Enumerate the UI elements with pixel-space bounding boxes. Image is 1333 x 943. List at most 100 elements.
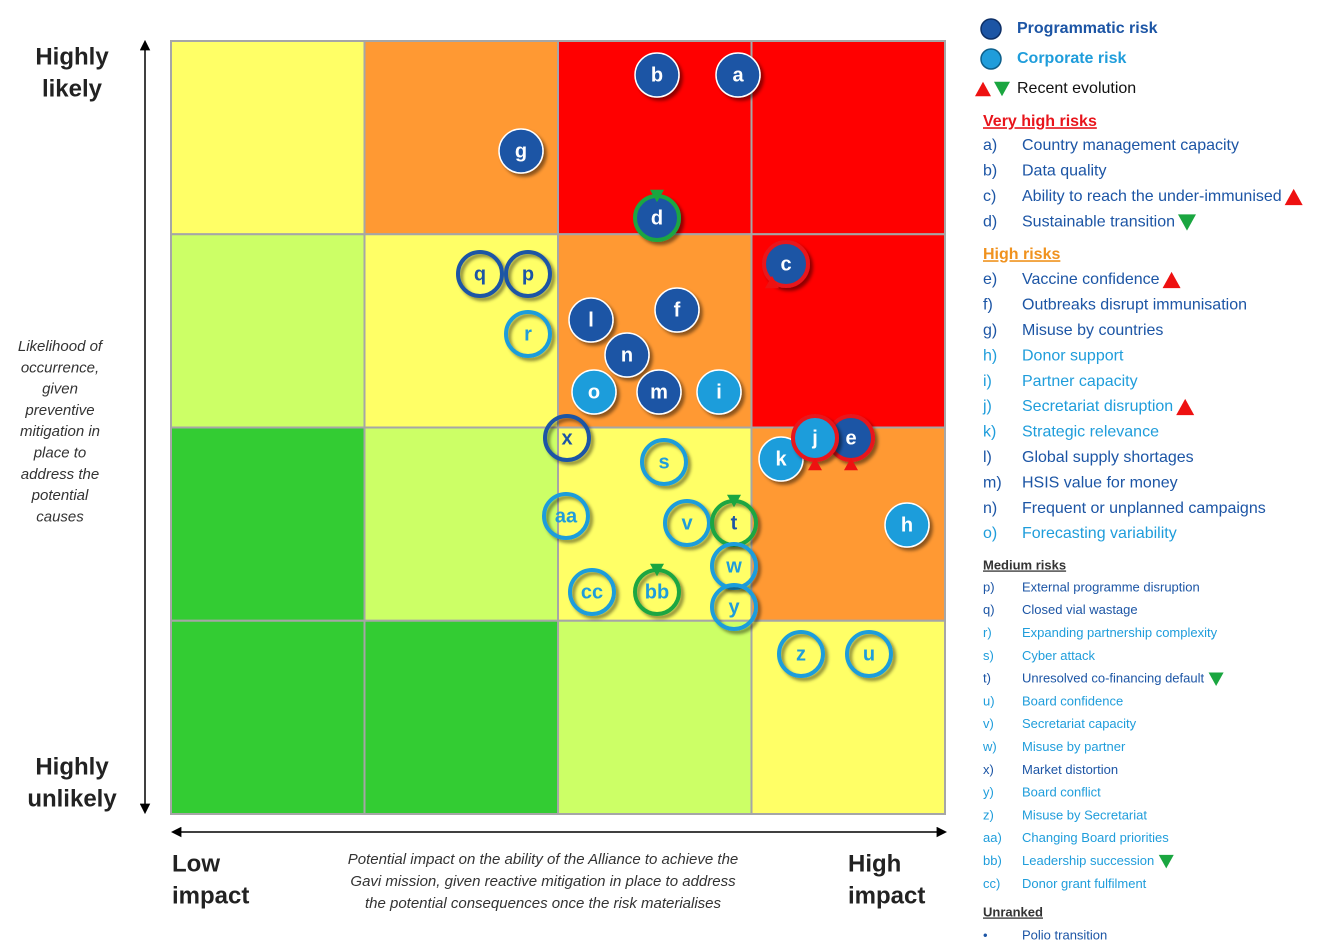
- risk-evolution-arrow: [1162, 271, 1181, 289]
- bubble-circle: [543, 414, 591, 462]
- risk-label: HSIS value for money: [1022, 474, 1178, 491]
- risk-bubble: g: [498, 128, 544, 174]
- risk-key: t): [983, 671, 991, 686]
- y-axis-title: mitigation in: [20, 423, 100, 440]
- risk-key: q): [983, 602, 995, 617]
- x-axis-title: Gavi mission, given reactive mitigation …: [350, 873, 736, 890]
- bubble-label: j: [811, 427, 818, 449]
- section-title: Very high risks: [983, 113, 1097, 130]
- risk-key: m): [983, 474, 1002, 491]
- risk-label: Expanding partnership complexity: [1022, 625, 1218, 640]
- risk-key: i): [983, 373, 992, 390]
- bubble-label: b: [651, 64, 663, 86]
- bubble-label: q: [474, 263, 486, 285]
- legend-programmatic: Programmatic risk: [1017, 20, 1158, 37]
- risk-key: y): [983, 785, 994, 800]
- risk-label: Donor grant fulfilment: [1022, 876, 1147, 891]
- risk-key: u): [983, 693, 995, 708]
- bubble-circle: [710, 542, 758, 590]
- risk-bubble: o: [571, 369, 617, 415]
- bubble-label: v: [681, 512, 693, 534]
- risk-bubble: i: [696, 369, 742, 415]
- legend-corporate: Corporate risk: [1017, 50, 1126, 67]
- matrix-cell: [170, 40, 366, 236]
- risk-label: Closed vial wastage: [1022, 602, 1138, 617]
- risk-evolution-arrow: [1158, 854, 1174, 869]
- risk-bubble: c: [762, 240, 810, 289]
- risk-key: h): [983, 347, 997, 364]
- y-axis-title: address the: [21, 466, 99, 483]
- risk-label: Market distortion: [1022, 762, 1118, 777]
- y-axis-title: Likelihood of: [18, 338, 104, 355]
- risk-key: r): [983, 625, 992, 640]
- risk-bubble: y: [710, 583, 758, 631]
- evolution-arrow: [844, 457, 858, 471]
- bubble-label: y: [728, 596, 740, 618]
- risk-label: Polio transition: [1022, 927, 1107, 942]
- bubble-label: f: [674, 299, 681, 321]
- risk-key: aa): [983, 830, 1002, 845]
- bubble-circle: [640, 438, 688, 486]
- bubble-circle: [762, 240, 810, 288]
- evolution-arrow: [765, 275, 779, 289]
- bubble-circle: [568, 297, 614, 343]
- legend-evolution: Recent evolution: [1017, 80, 1136, 97]
- risk-key: l): [983, 449, 992, 466]
- risk-label: Global supply shortages: [1022, 449, 1194, 466]
- risk-bubble: x: [543, 414, 591, 462]
- risk-key: j): [982, 398, 992, 415]
- y-axis-bottom-label: unlikely: [27, 785, 117, 812]
- risk-key: cc): [983, 876, 1000, 891]
- section-title: Medium risks: [983, 557, 1066, 572]
- bubble-circle: [568, 568, 616, 616]
- risk-bubble: u: [845, 630, 893, 678]
- risk-key: f): [983, 297, 993, 314]
- risk-key: s): [983, 648, 994, 663]
- bubble-label: k: [775, 448, 787, 470]
- risk-key: w): [982, 739, 997, 754]
- x-axis-right-label: impact: [848, 882, 925, 909]
- y-axis-top-label: likely: [42, 75, 103, 102]
- bubble-circle: [654, 287, 700, 333]
- bubble-label: g: [515, 140, 527, 162]
- matrix-cell: [170, 619, 366, 815]
- risk-key: p): [983, 579, 995, 594]
- risk-label: Strategic relevance: [1022, 424, 1159, 441]
- risk-key: n): [983, 500, 997, 517]
- risk-evolution-arrow: [1177, 214, 1196, 231]
- y-axis-title: occurrence,: [21, 359, 99, 376]
- risk-label: Data quality: [1022, 163, 1107, 180]
- bubble-circle: [571, 369, 617, 415]
- risk-bubble: p: [504, 250, 552, 298]
- bubble-label: bb: [645, 581, 669, 603]
- matrix-cell: [750, 40, 946, 236]
- bubble-label: w: [725, 555, 742, 577]
- risk-label: Board confidence: [1022, 693, 1123, 708]
- y-axis-title: preventive: [24, 402, 94, 419]
- bubble-circle: [663, 499, 711, 547]
- risk-label: Leadership succession: [1022, 853, 1154, 868]
- risk-key: b): [983, 163, 997, 180]
- risk-label: Outbreaks disrupt immunisation: [1022, 297, 1247, 314]
- bubble-label: e: [845, 427, 856, 449]
- bubble-label: d: [651, 207, 663, 229]
- evolution-arrow: [650, 563, 664, 577]
- matrix-cell: [170, 233, 366, 429]
- risk-bubble: f: [654, 287, 700, 333]
- bubble-label: n: [621, 344, 633, 366]
- bubble-circle: [845, 630, 893, 678]
- bubble-circle: [636, 369, 682, 415]
- risk-label: Unresolved co-financing default: [1022, 671, 1204, 686]
- legend-programmatic-icon: [980, 18, 1002, 40]
- y-axis-title: causes: [36, 508, 84, 525]
- risk-key: k): [983, 424, 996, 441]
- bubble-label: cc: [581, 581, 603, 603]
- risk-label: External programme disruption: [1022, 579, 1200, 594]
- risk-label: Misuse by Secretariat: [1022, 807, 1147, 822]
- bubble-circle: [710, 583, 758, 631]
- bubble-label: s: [658, 451, 669, 473]
- bubble-label: h: [901, 514, 913, 536]
- bubble-label: x: [561, 427, 572, 449]
- risk-bubble: s: [640, 438, 688, 486]
- x-axis-left-label: impact: [172, 882, 249, 909]
